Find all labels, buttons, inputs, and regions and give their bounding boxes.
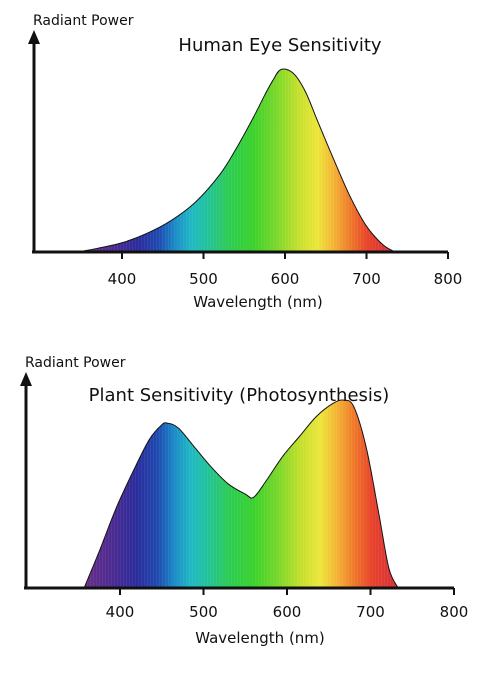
x-tick-label: 800 bbox=[440, 603, 469, 621]
y-axis-arrowhead bbox=[20, 372, 32, 386]
x-tick-label: 700 bbox=[352, 270, 381, 288]
x-tick-label: 800 bbox=[434, 270, 463, 288]
chart-plant: 400 500 600 700 800 Radiant Power Plant Sens… bbox=[20, 355, 468, 647]
x-tick-label: 500 bbox=[189, 603, 218, 621]
x-tick-label: 400 bbox=[106, 603, 135, 621]
y-axis-arrowhead bbox=[28, 30, 40, 44]
chart-human-eye: 400 500 600 700 800 Radiant Power Human Eye … bbox=[28, 13, 462, 311]
x-tick-label: 500 bbox=[189, 270, 218, 288]
x-axis-label: Wavelength (nm) bbox=[193, 293, 323, 311]
chart-title: Plant Sensitivity (Photosynthesis) bbox=[89, 385, 390, 406]
y-axis-label: Radiant Power bbox=[33, 13, 134, 29]
chart-title: Human Eye Sensitivity bbox=[178, 35, 382, 56]
x-tick-label: 700 bbox=[356, 603, 385, 621]
human-eye-area-stripes bbox=[77, 69, 396, 252]
x-tick-label: 600 bbox=[271, 270, 300, 288]
x-ticks: 400 500 600 700 800 bbox=[106, 588, 469, 621]
plant-area-stripes bbox=[84, 399, 399, 588]
x-ticks: 400 500 600 700 800 bbox=[108, 252, 463, 288]
x-tick-label: 400 bbox=[108, 270, 137, 288]
x-axis-label: Wavelength (nm) bbox=[195, 629, 325, 647]
y-axis-label: Radiant Power bbox=[25, 355, 126, 371]
x-tick-label: 600 bbox=[273, 603, 302, 621]
